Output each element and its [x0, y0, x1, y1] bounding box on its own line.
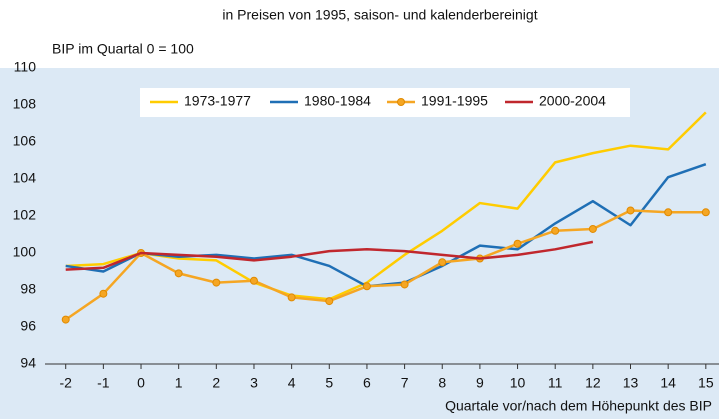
marker: [212, 278, 221, 287]
marker: [61, 315, 70, 324]
legend-label: 1991-1995: [421, 93, 488, 109]
marker: [588, 224, 597, 233]
x-tick-label: 5: [325, 375, 333, 391]
series-line: [65, 111, 707, 301]
series-line: [65, 209, 706, 321]
legend-label: 2000-2004: [539, 93, 606, 109]
x-tick-label: 8: [438, 375, 446, 391]
marker: [701, 208, 710, 217]
x-tick-label: 9: [476, 375, 484, 391]
marker: [362, 282, 371, 291]
x-tick-label: 1: [175, 375, 183, 391]
subtitle: in Preisen von 1995, saison- und kalende…: [222, 7, 537, 23]
marker: [626, 206, 635, 215]
marker: [551, 226, 560, 235]
x-tick-label: 3: [250, 375, 258, 391]
marker: [438, 258, 447, 267]
y-tick-label: 94: [20, 355, 36, 371]
marker: [513, 239, 522, 248]
y-axis-label: BIP im Quartal 0 = 100: [52, 41, 194, 57]
x-tick-label: 6: [363, 375, 371, 391]
x-tick-label: 7: [401, 375, 409, 391]
series-line: [65, 240, 594, 271]
x-tick-label: 12: [585, 375, 601, 391]
y-tick-label: 110: [14, 59, 37, 75]
legend-label: 1980-1984: [304, 93, 371, 109]
marker: [664, 208, 673, 217]
background: [0, 68, 719, 419]
y-tick-label: 100: [13, 244, 37, 260]
x-tick-label: 10: [510, 375, 526, 391]
x-tick-label: 11: [548, 375, 563, 391]
x-tick-label: 13: [623, 375, 639, 391]
marker: [99, 289, 108, 298]
x-axis-label: Quartale vor/nach dem Höhepunkt des BIP: [445, 398, 712, 414]
y-tick-label: 106: [13, 133, 37, 149]
y-tick-label: 96: [20, 318, 36, 334]
y-tick-label: 104: [13, 170, 37, 186]
x-tick-label: 2: [212, 375, 220, 391]
x-tick-label: 14: [660, 375, 676, 391]
legend-box: [140, 88, 630, 117]
x-tick-label: 0: [137, 375, 145, 391]
x-tick-label: 15: [698, 375, 714, 391]
x-tick-label: -1: [97, 375, 110, 391]
x-tick-label: -2: [59, 375, 72, 391]
marker: [249, 276, 258, 285]
y-tick-label: 108: [13, 96, 37, 112]
y-tick-label: 102: [13, 207, 37, 223]
legend-label: 1973-1977: [184, 93, 251, 109]
legend-marker: [397, 98, 405, 106]
x-tick-label: 4: [288, 375, 296, 391]
marker: [400, 280, 409, 289]
marker: [325, 297, 334, 306]
y-tick-label: 98: [20, 281, 36, 297]
marker: [287, 293, 296, 302]
marker: [174, 269, 183, 278]
